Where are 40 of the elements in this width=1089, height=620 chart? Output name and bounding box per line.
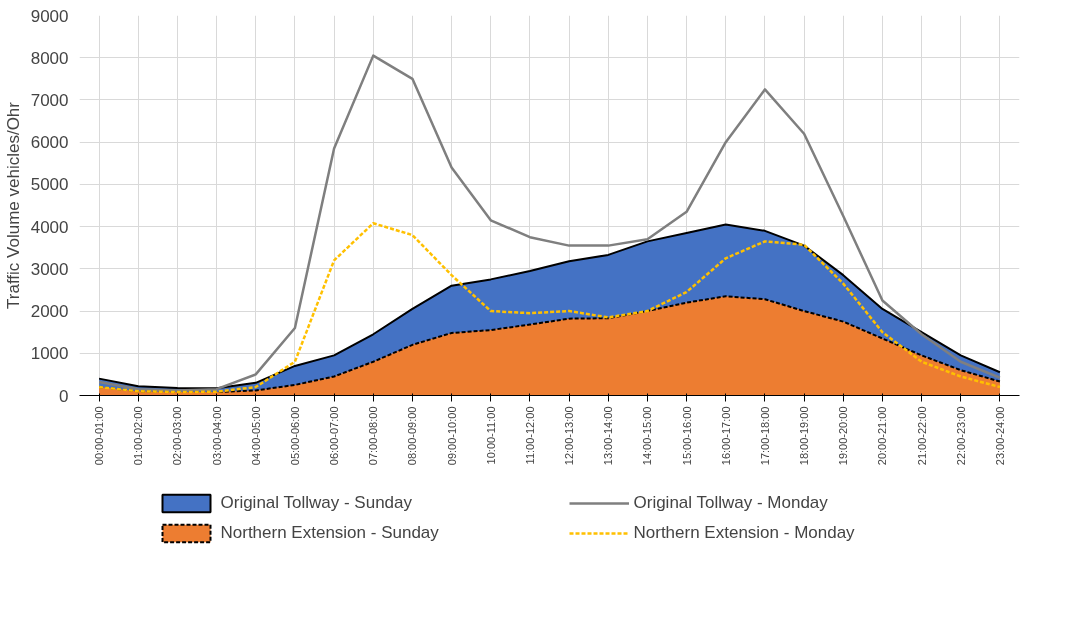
legend-label: Original Tollway - Monday [633,493,829,513]
x-tick-label: 07:00-08:00 [367,406,380,466]
x-tick-label: 18:00-19:00 [798,406,811,466]
legend-label: Original Tollway - Sunday [220,493,413,513]
x-tick-label: 19:00-20:00 [837,406,850,466]
x-tick-label: 00:00-01:00 [93,406,106,466]
x-tick-label: 02:00-03:00 [171,406,184,466]
x-tick-label: 01:00-02:00 [132,406,145,466]
y-tick-label: 9000 [30,6,69,26]
x-tick-label: 13:00-14:00 [602,406,615,466]
x-tick-label: 11:00-12:00 [523,406,536,465]
x-tick-label: 06:00-07:00 [328,406,341,466]
y-axis-title: Traffic Volume vehicles/Ohr [3,101,23,309]
y-tick-label: 6000 [30,133,69,153]
x-tick-label: 21:00-22:00 [915,406,928,466]
x-tick-label: 12:00-13:00 [563,406,576,466]
y-tick-label: 7000 [30,90,69,110]
x-tick-label: 09:00-10:00 [445,406,458,466]
y-tick-label: 3000 [30,259,69,279]
x-tick-label: 15:00-16:00 [680,406,693,466]
x-tick-label: 23:00-24:00 [993,406,1006,466]
x-tick-label: 04:00-05:00 [249,406,262,466]
y-tick-label: 0 [59,386,69,406]
x-tick-label: 08:00-09:00 [406,406,419,466]
y-tick-label: 4000 [30,217,69,237]
x-tick-label: 10:00-11:00 [484,406,497,465]
y-tick-label: 1000 [30,344,69,364]
x-tick-label: 16:00-17:00 [719,406,732,466]
x-tick-label: 20:00-21:00 [876,406,889,466]
y-tick-label: 2000 [30,302,69,322]
legend-label: Northern Extension - Sunday [220,523,440,543]
x-tick-label: 05:00-06:00 [288,406,301,466]
x-tick-label: 17:00-18:00 [758,406,771,466]
y-tick-label: 5000 [30,175,69,195]
legend-label: Northern Extension - Monday [633,523,856,543]
line-series [97,54,1002,392]
y-tick-label: 8000 [30,48,69,68]
x-tick-label: 03:00-04:00 [210,406,223,466]
x-tick-label: 22:00-23:00 [954,406,967,466]
x-tick-label: 14:00-15:00 [641,406,654,466]
